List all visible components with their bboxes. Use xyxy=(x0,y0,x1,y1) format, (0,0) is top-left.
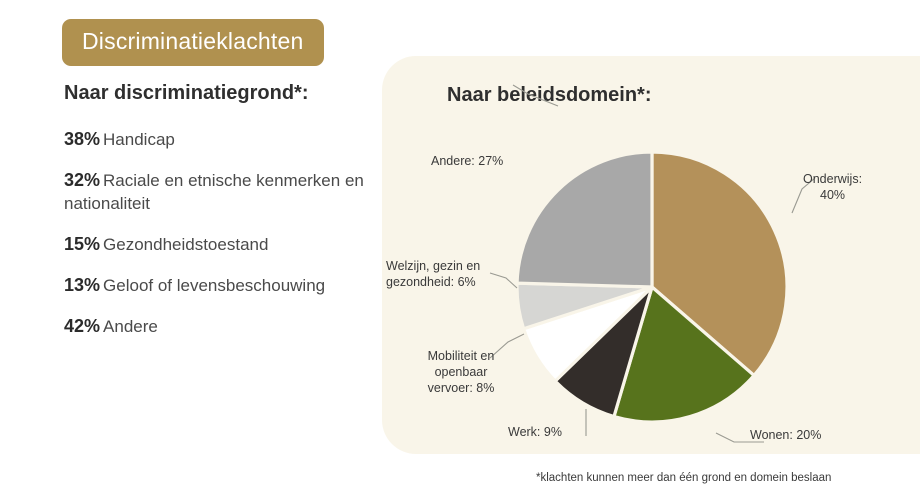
pie-label-andere-text: Andere: 27% xyxy=(431,154,504,168)
pie-label-welzijn: Welzijn, gezin en gezondheid: 6% xyxy=(386,258,508,290)
pie-label-welzijn-line1: Welzijn, gezin en xyxy=(386,259,481,273)
beleidsdomein-heading: Naar beleidsdomein*: xyxy=(447,84,652,106)
pie-slice-andere xyxy=(515,150,654,289)
list-item-label: Handicap xyxy=(103,130,175,149)
pie-slice-onderwijs xyxy=(650,150,789,378)
discriminatiegrond-heading: Naar discriminatiegrond*: xyxy=(64,82,309,104)
list-item: 32% Raciale en etnische kenmerken en nati… xyxy=(64,169,364,215)
list-item: 38% Handicap xyxy=(64,128,364,151)
leader-line-mobiliteit xyxy=(489,333,525,359)
left-column: Discriminatieklachten Naar discriminatie… xyxy=(0,0,378,502)
pie-label-onderwijs-line2: 40% xyxy=(820,188,846,202)
pie-slice-wonen xyxy=(612,285,756,424)
list-item-label: Andere xyxy=(103,317,158,336)
page-title-badge: Discriminatieklachten xyxy=(62,19,324,66)
leader-line-wonen xyxy=(715,432,764,443)
pie-label-mobiliteit: Mobiliteit en openbaar vervoer: 8% xyxy=(411,348,511,396)
pie-label-welzijn-line2: gezondheid: 6% xyxy=(386,275,476,289)
pie-chart-svg xyxy=(489,84,816,443)
list-item-percent: 15% xyxy=(64,234,101,254)
leader-line-welzijn xyxy=(489,272,518,289)
pie-chart xyxy=(382,56,920,454)
list-item-label: Gezondheidstoestand xyxy=(103,235,269,254)
discriminatiegrond-list: 38% Handicap 32% Raciale en etnische kenme… xyxy=(64,128,364,356)
pie-label-mobiliteit-line3: vervoer: 8% xyxy=(427,381,495,395)
pie-label-werk-text: Werk: 9% xyxy=(508,425,562,439)
list-item: 42% Andere xyxy=(64,315,364,338)
pie-slice-group xyxy=(515,150,789,424)
pie-label-andere: Andere: 27% xyxy=(431,153,503,169)
list-item: 13% Geloof of levensbeschouwing xyxy=(64,274,364,297)
list-item-percent: 42% xyxy=(64,316,101,336)
list-item-label: Geloof of levensbeschouwing xyxy=(103,276,326,295)
list-item-percent: 13% xyxy=(64,275,101,295)
leader-line-andere xyxy=(512,84,559,107)
footnote: *klachten kunnen meer dan één grond en d… xyxy=(536,472,832,484)
leader-line-group xyxy=(489,84,816,443)
pie-label-werk: Werk: 9% xyxy=(508,424,562,440)
pie-label-onderwijs-line1: Onderwijs: xyxy=(803,172,863,186)
list-item-percent: 38% xyxy=(64,129,101,149)
pie-label-mobiliteit-line1: Mobiliteit en xyxy=(427,349,495,363)
list-item-label: Raciale en etnische kenmerken en nationa… xyxy=(64,171,364,213)
pie-label-wonen: Wonen: 20% xyxy=(750,427,821,443)
leader-line-onderwijs xyxy=(791,177,816,214)
pie-label-onderwijs: Onderwijs: 40% xyxy=(803,171,862,203)
list-item: 15% Gezondheidstoestand xyxy=(64,233,364,256)
pie-label-wonen-text: Wonen: 20% xyxy=(750,428,822,442)
pie-label-mobiliteit-line2: openbaar xyxy=(434,365,488,379)
list-item-percent: 32% xyxy=(64,170,101,190)
